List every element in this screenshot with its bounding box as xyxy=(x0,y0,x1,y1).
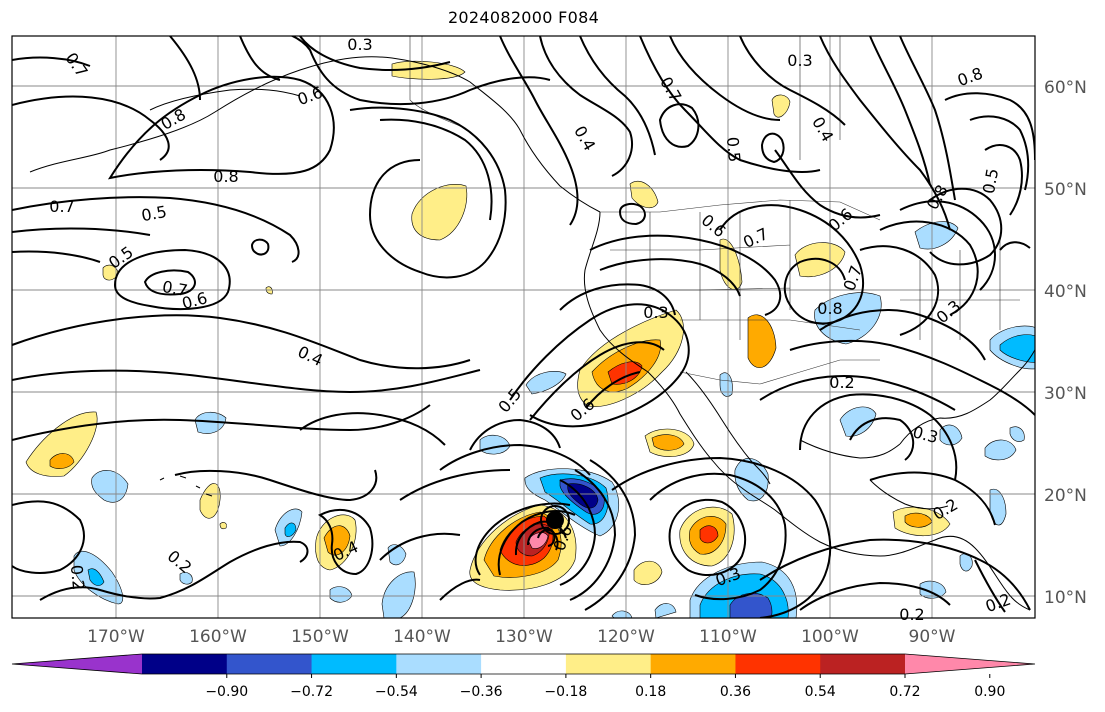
longitude-axis: 170°W 160°W 150°W 140°W 130°W 120°W 110°… xyxy=(87,627,956,647)
contours xyxy=(12,36,1035,618)
lat-label: 50°N xyxy=(1044,180,1087,200)
colorbar-extend-low xyxy=(12,654,142,674)
map-title: 2024082000 F084 xyxy=(447,8,600,27)
lon-label: 140°W xyxy=(393,627,451,647)
political-borders xyxy=(409,36,1020,385)
lon-label: 130°W xyxy=(495,627,553,647)
lon-label: 170°W xyxy=(87,627,145,647)
lon-label: 110°W xyxy=(699,627,757,647)
storm-center-marker xyxy=(546,511,564,529)
contour-label: 0.3 xyxy=(347,35,372,54)
colorbar-segment xyxy=(311,654,397,674)
colorbar-outline xyxy=(11,653,1036,675)
colorbar-tick-label: 0.72 xyxy=(889,684,920,700)
lat-label: 40°N xyxy=(1044,282,1087,302)
contour-label: 0.3 xyxy=(643,303,668,322)
colorbar-segment xyxy=(565,654,652,674)
contour-label: 0.7 xyxy=(161,277,189,300)
contour-label: 0.5 xyxy=(723,136,744,163)
contour-label: 0.2 xyxy=(829,373,854,392)
map-frame xyxy=(11,35,1036,619)
colorbar-segment xyxy=(820,654,906,674)
colorbar-tick-label: −0.54 xyxy=(375,684,418,700)
contour-label: 0.2 xyxy=(67,564,88,591)
colorbar-segment xyxy=(396,654,482,674)
colorbar-tick-label: 0.90 xyxy=(974,684,1005,700)
lon-label: 90°W xyxy=(909,627,956,647)
colorbar-tick-label: −0.90 xyxy=(205,684,248,700)
graticule xyxy=(12,36,1035,618)
colorbar-tick-label: −0.18 xyxy=(544,684,587,700)
colorbar-segment xyxy=(142,654,228,674)
lon-label: 160°W xyxy=(189,627,247,647)
contour-label: 0.3 xyxy=(787,51,812,70)
contour-label: 0.8 xyxy=(213,167,238,186)
colorbar-tick-label: 0.54 xyxy=(805,684,836,700)
lat-label: 20°N xyxy=(1044,486,1087,506)
colorbar-segment xyxy=(735,654,821,674)
colorbar-tick-label: 0.36 xyxy=(720,684,751,700)
lat-label: 10°N xyxy=(1044,588,1087,608)
lat-label: 60°N xyxy=(1044,78,1087,98)
lon-label: 120°W xyxy=(597,627,655,647)
colorbar-extend-high xyxy=(905,654,1035,674)
lat-label: 30°N xyxy=(1044,384,1087,404)
lon-label: 100°W xyxy=(801,627,859,647)
lon-label: 150°W xyxy=(291,627,349,647)
colorbar-segment xyxy=(650,654,736,674)
contour-label: 0.8 xyxy=(817,299,842,318)
colorbar: −0.90 −0.72 −0.54 −0.36 −0.18 0.18 0.36 0.54 0.7… xyxy=(11,653,1036,700)
colorbar-segment xyxy=(481,654,567,674)
colorbar-tick-label: −0.72 xyxy=(290,684,333,700)
contour-label: 0.7 xyxy=(49,197,74,216)
colorbar-segment xyxy=(226,654,313,674)
contour-label: 0.5 xyxy=(979,167,1002,195)
latitude-axis: 60°N 50°N 40°N 30°N 20°N 10°N xyxy=(1044,78,1087,608)
colorbar-tick-label: −0.36 xyxy=(460,684,503,700)
colorbar-tick-label: 0.18 xyxy=(635,684,666,700)
contour-label: 0.2 xyxy=(899,605,924,624)
contour-label: 0.5 xyxy=(140,202,168,225)
